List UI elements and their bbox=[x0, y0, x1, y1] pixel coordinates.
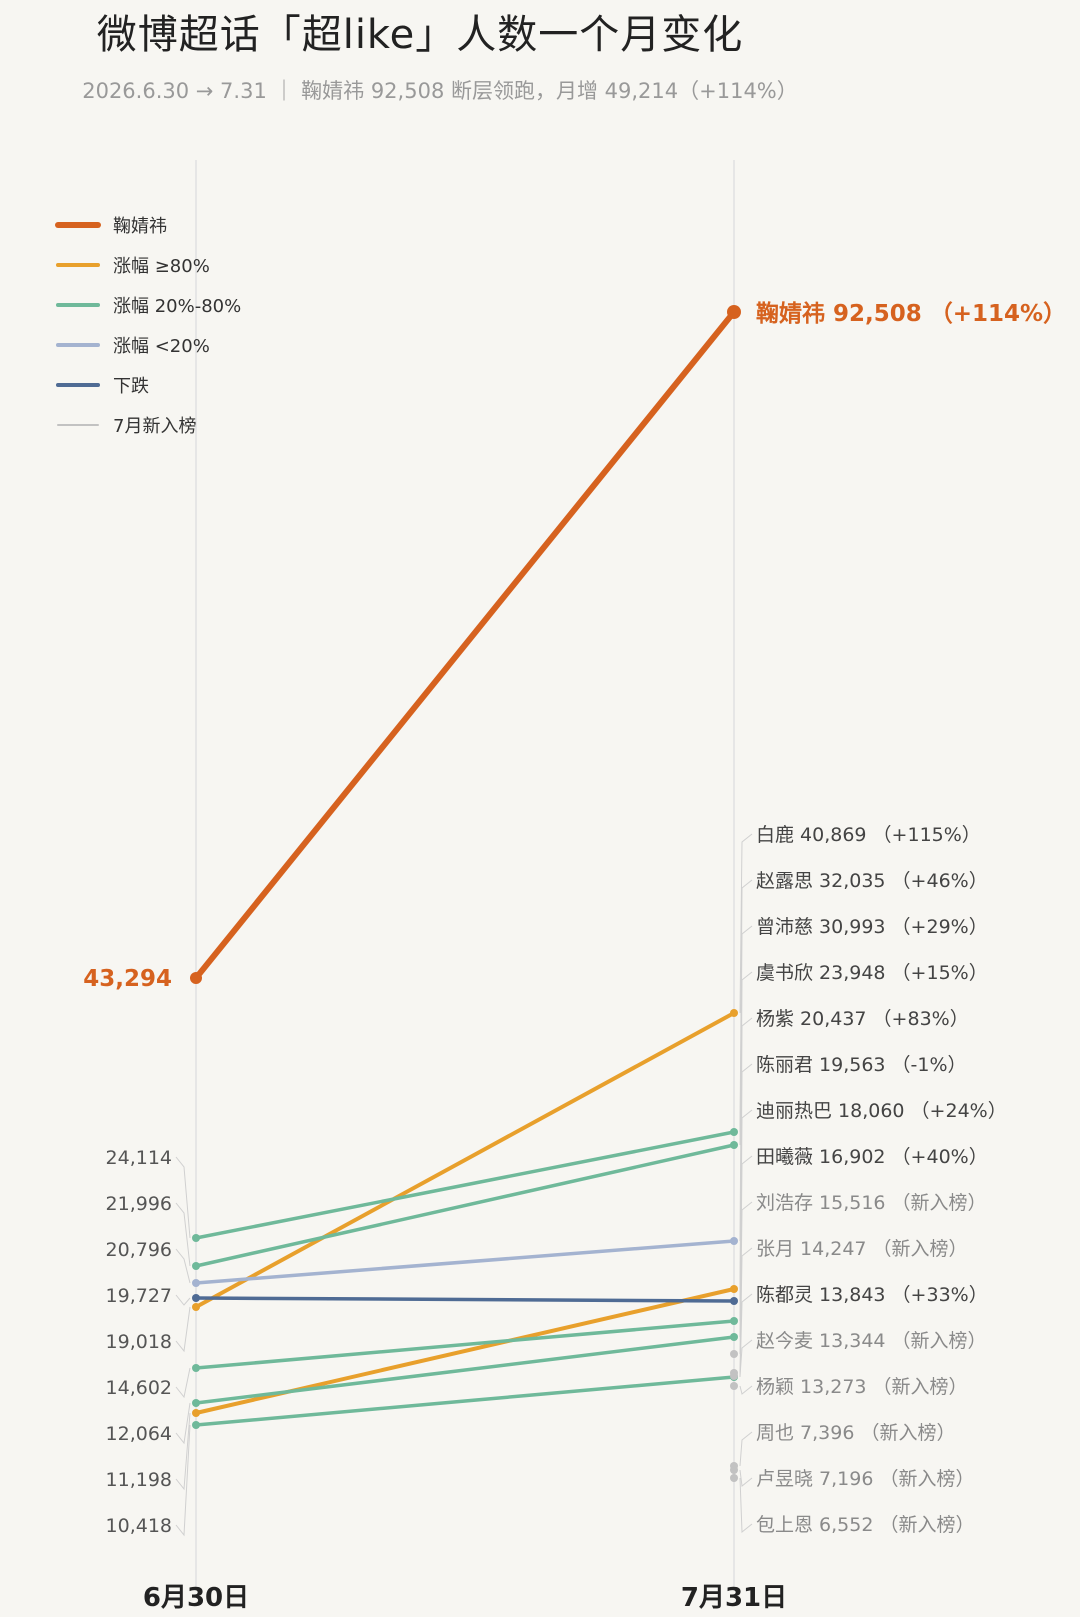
right-leader-line-13 bbox=[739, 1385, 753, 1395]
right-label-leader: 鞠婧祎 92,508 （+114%） bbox=[756, 300, 1066, 327]
series-8-dot-right bbox=[730, 1333, 738, 1341]
legend-label-down: 下跌 bbox=[113, 376, 149, 397]
right-label-7: 迪丽热巴 18,060 （+24%） bbox=[756, 1100, 1007, 1122]
legend-label-low: 涨幅 <20% bbox=[113, 336, 210, 357]
series-lines bbox=[193, 309, 737, 1427]
right-label-14: 周也 7,396 （新入榜） bbox=[756, 1422, 955, 1444]
series-1-dot-left bbox=[192, 1303, 200, 1311]
series-5-dot-left bbox=[192, 1409, 200, 1417]
left-label-0: 24,114 bbox=[106, 1147, 172, 1169]
right-leader-line-16 bbox=[739, 1477, 753, 1534]
series-3-line bbox=[194, 1130, 736, 1240]
left-label-3: 19,727 bbox=[106, 1285, 172, 1307]
right-leader-line-3 bbox=[739, 925, 753, 1146]
series-4-dot-left bbox=[192, 1279, 200, 1287]
x-tick-label-jul31: 7月31日 bbox=[681, 1583, 787, 1613]
right-leader-line-11 bbox=[739, 1293, 753, 1378]
chart-subtitle: 2026.6.30 → 7.31 ｜ 鞠婧祎 92,508 断层领跑，月增 49… bbox=[82, 79, 798, 103]
series-9-dot-right bbox=[730, 1350, 738, 1358]
left-label-5: 14,602 bbox=[106, 1377, 172, 1399]
series-7-dot-right bbox=[730, 1317, 738, 1325]
series-13-dot-right bbox=[730, 1382, 738, 1390]
right-label-13: 杨颖 13,273 （新入榜） bbox=[756, 1376, 968, 1398]
series-8-dot-left bbox=[192, 1399, 200, 1407]
left-leader-line-8 bbox=[175, 1424, 191, 1537]
left-leader-line-0 bbox=[175, 1156, 191, 1239]
series-12-dot-right bbox=[730, 1372, 738, 1380]
left-leader-line-4 bbox=[175, 1306, 191, 1353]
right-leader-line-14 bbox=[739, 1431, 753, 1467]
left-leader-line-5 bbox=[175, 1367, 191, 1399]
series-16-dot-right bbox=[730, 1474, 738, 1482]
right-labels: 鞠婧祎 92,508 （+114%） 白鹿 40,869 （+115%） 赵露思 3… bbox=[739, 300, 1066, 1536]
right-label-16: 包上恩 6,552 （新入榜） bbox=[756, 1514, 974, 1536]
series-15-dot-right bbox=[730, 1466, 738, 1474]
series-11-line bbox=[194, 1375, 736, 1427]
x-tick-label-jun30: 6月30日 bbox=[143, 1583, 249, 1613]
right-label-2: 赵露思 32,035 （+46%） bbox=[756, 870, 988, 892]
legend-label-high: 涨幅 ≥80% bbox=[113, 256, 210, 277]
series-2-dot-left bbox=[192, 1262, 200, 1270]
left-leader-line-3 bbox=[175, 1294, 191, 1306]
right-leader-line-1 bbox=[739, 833, 753, 1014]
right-label-3: 曾沛慈 30,993 （+29%） bbox=[756, 916, 988, 938]
series-dots bbox=[190, 305, 741, 1482]
series-7-line bbox=[194, 1319, 736, 1370]
series-2-line bbox=[194, 1143, 736, 1268]
series-0-line bbox=[193, 309, 737, 981]
right-leader-line-15 bbox=[739, 1469, 753, 1487]
series-5-dot-right bbox=[730, 1285, 738, 1293]
right-label-8: 田曦薇 16,902 （+40%） bbox=[756, 1146, 988, 1168]
right-label-4: 虞书欣 23,948 （+15%） bbox=[756, 962, 988, 984]
left-label-6: 12,064 bbox=[106, 1423, 172, 1445]
right-label-10: 张月 14,247 （新入榜） bbox=[756, 1238, 968, 1260]
legend-label-new: 7月新入榜 bbox=[113, 416, 196, 437]
left-label-2: 20,796 bbox=[106, 1239, 172, 1261]
series-1-line bbox=[194, 1011, 736, 1309]
legend-label-leader: 鞠婧祎 bbox=[113, 216, 167, 237]
left-leader-line-1 bbox=[175, 1202, 191, 1267]
right-leader-line-12 bbox=[739, 1339, 753, 1377]
right-label-11: 陈都灵 13,843 （+33%） bbox=[756, 1284, 988, 1306]
right-label-9: 刘浩存 15,516 （新入榜） bbox=[756, 1192, 987, 1214]
left-label-8: 10,418 bbox=[106, 1515, 172, 1537]
series-2-dot-right bbox=[730, 1141, 738, 1149]
legend-label-mid: 涨幅 20%-80% bbox=[113, 296, 241, 317]
left-label-4: 19,018 bbox=[106, 1331, 172, 1353]
series-11-dot-left bbox=[192, 1421, 200, 1429]
left-label-7: 11,198 bbox=[106, 1469, 172, 1491]
series-0-dot-left bbox=[190, 972, 202, 984]
right-label-1: 白鹿 40,869 （+115%） bbox=[756, 824, 981, 846]
series-6-line bbox=[194, 1296, 736, 1303]
series-4-line bbox=[194, 1239, 736, 1285]
left-leader-line-2 bbox=[175, 1248, 191, 1284]
left-leader-line-6 bbox=[175, 1402, 191, 1445]
left-label-leader: 43,294 bbox=[83, 966, 172, 992]
left-label-1: 21,996 bbox=[106, 1193, 172, 1215]
series-3-dot-right bbox=[730, 1128, 738, 1136]
series-8-line bbox=[194, 1335, 736, 1405]
series-3-dot-left bbox=[192, 1234, 200, 1242]
left-leader-line-7 bbox=[175, 1412, 191, 1491]
series-1-dot-right bbox=[730, 1009, 738, 1017]
right-label-5: 杨紫 20,437 （+83%） bbox=[756, 1008, 969, 1030]
left-value-labels: 43,294 24,114 21,996 20,796 19,727 19,018 14,6… bbox=[83, 966, 191, 1537]
right-label-15: 卢昱晓 7,196 （新入榜） bbox=[756, 1468, 974, 1490]
series-6-dot-left bbox=[192, 1294, 200, 1302]
chart-title: 微博超话「超like」人数一个月变化 bbox=[96, 12, 744, 58]
series-4-dot-right bbox=[730, 1237, 738, 1245]
series-7-dot-left bbox=[192, 1364, 200, 1372]
right-label-12: 赵今麦 13,344 （新入榜） bbox=[756, 1330, 987, 1352]
right-label-6: 陈丽君 19,563 （-1%） bbox=[756, 1054, 967, 1076]
series-6-dot-right bbox=[730, 1297, 738, 1305]
series-0-dot-right bbox=[727, 305, 741, 319]
